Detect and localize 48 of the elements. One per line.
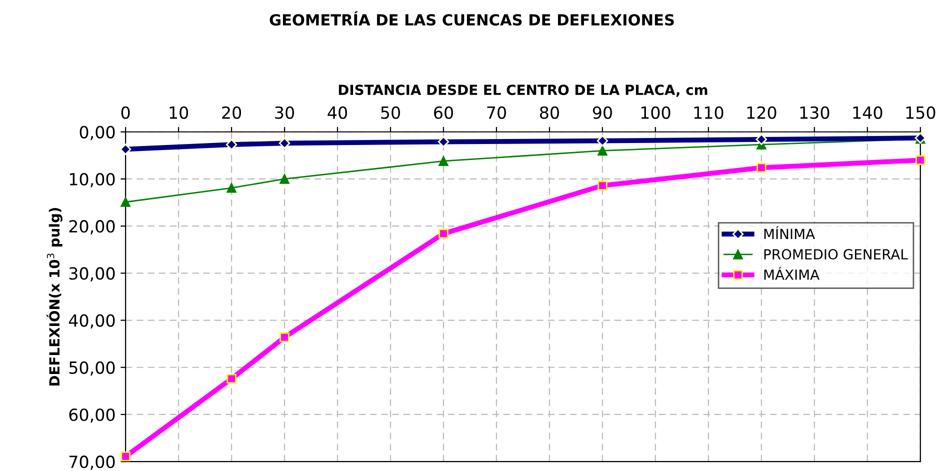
x-tick-label: 20 [222, 106, 242, 119]
point [120, 144, 132, 155]
y-tick-label: 60,00 [69, 408, 115, 423]
x-axis-title: DISTANCIA DESDE EL CENTRO DE LA PLACA, cm [338, 84, 708, 97]
point [226, 183, 236, 193]
point [598, 146, 608, 156]
y-tick-label: 20,00 [69, 220, 115, 234]
point [120, 452, 130, 462]
y-axis-title: DEFLEXIÓN(x 10$^{3}$ pulg) [46, 208, 62, 386]
point [280, 174, 290, 184]
x-tick-label: 10 [170, 106, 188, 119]
legend-label: MÍNIMA [764, 226, 815, 239]
y-tick-label: 40,00 [68, 314, 115, 329]
x-tick-label: 140 [853, 106, 882, 119]
x-tick-label: 110 [694, 106, 724, 119]
x-tick-label: 90 [592, 106, 612, 119]
y-tick-label: 70,00 [69, 456, 115, 470]
x-tick-label: 0 [121, 106, 130, 119]
point [438, 156, 448, 166]
point [120, 197, 130, 207]
point [596, 135, 608, 146]
point [756, 162, 766, 173]
point [280, 332, 290, 342]
y-tick-label: 10,00 [70, 172, 115, 188]
x-tick-label: 130 [800, 106, 830, 119]
x-tick-label: 120 [747, 106, 776, 119]
point [916, 155, 926, 165]
point [438, 228, 448, 238]
point [756, 134, 768, 146]
x-tick-label: 150 [906, 106, 936, 119]
legend-label: MÁXIMA [764, 266, 820, 280]
x-tick-label: 80 [540, 106, 559, 119]
x-tick-label: 30 [275, 106, 294, 119]
point [278, 138, 290, 149]
x-tick-label: 70 [487, 106, 506, 119]
y-tick-label: 50,00 [69, 361, 115, 376]
point [226, 374, 236, 384]
x-tick-label: 40 [328, 106, 348, 119]
point [438, 136, 450, 148]
legend-label: PROMEDIO GENERAL [764, 249, 908, 260]
y-tick-label: 0,00 [80, 126, 115, 140]
x-tick-label: 60 [434, 106, 453, 119]
point [226, 138, 238, 150]
y-tick-label: 30,00 [69, 267, 115, 282]
x-tick-label: 100 [641, 106, 670, 119]
chart-title: GEOMETRÍA DE LAS CUENCAS DE DEFLEXIONES [270, 11, 674, 26]
point [598, 180, 608, 190]
x-tick-label: 50 [381, 106, 400, 119]
